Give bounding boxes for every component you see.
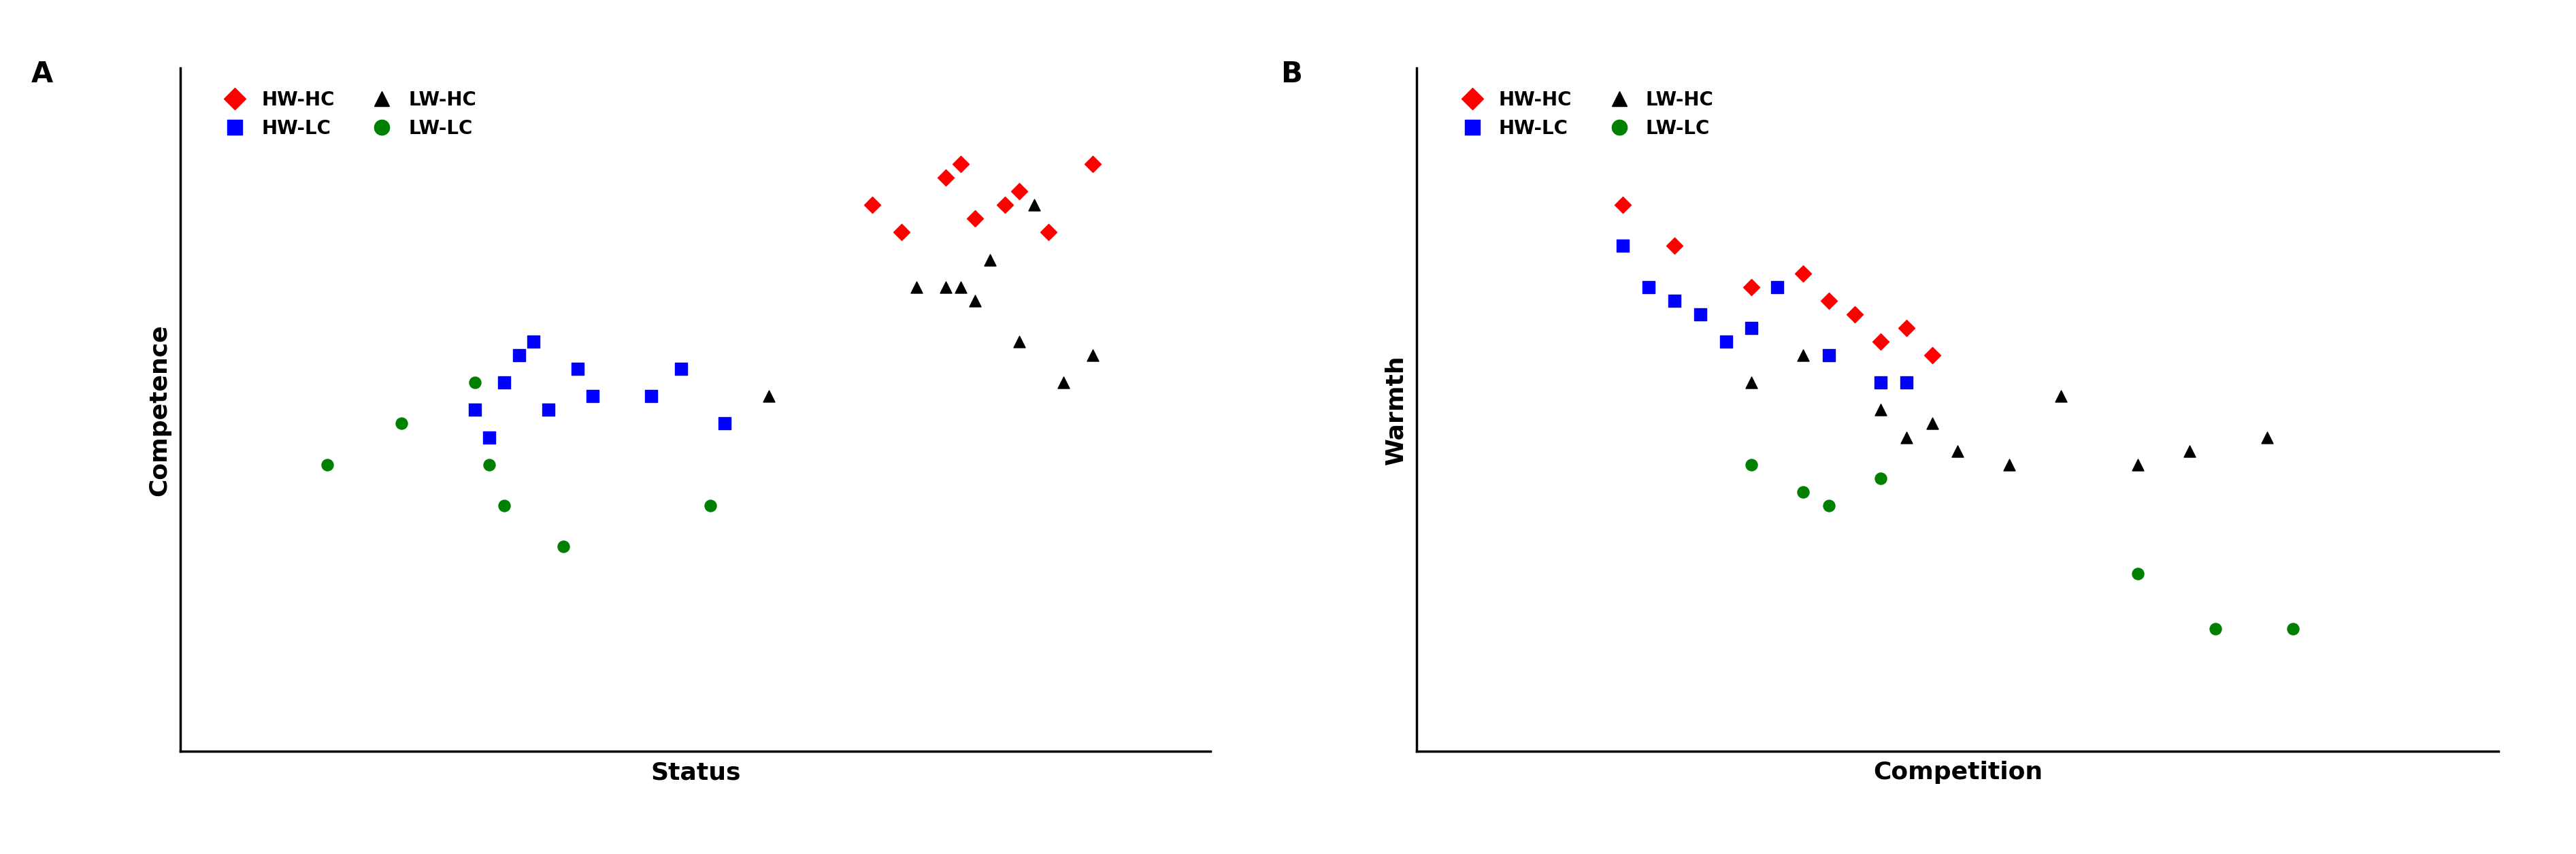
Point: [2195, 622, 2236, 635]
Point: [307, 458, 348, 471]
Point: [896, 280, 938, 294]
Point: [940, 280, 981, 294]
Point: [453, 403, 495, 417]
Point: [1860, 376, 1901, 389]
Point: [1705, 335, 1747, 348]
Point: [1731, 376, 1772, 389]
Point: [1937, 444, 1978, 458]
Point: [1911, 348, 1953, 362]
Point: [2246, 430, 2287, 444]
Point: [2169, 444, 2210, 458]
Y-axis label: Warmth: Warmth: [1383, 355, 1406, 465]
Point: [2117, 458, 2159, 471]
Point: [690, 499, 732, 512]
Point: [2117, 567, 2159, 581]
Point: [984, 198, 1025, 212]
Point: [2040, 389, 2081, 403]
Point: [956, 212, 997, 225]
Point: [497, 348, 538, 362]
Point: [544, 540, 585, 553]
Point: [484, 376, 526, 389]
Point: [1757, 280, 1798, 294]
Y-axis label: Competence: Competence: [147, 324, 170, 496]
Point: [1834, 307, 1875, 321]
Point: [1911, 417, 1953, 430]
Point: [1808, 348, 1850, 362]
Point: [659, 362, 701, 376]
Point: [1731, 280, 1772, 294]
Point: [484, 499, 526, 512]
Point: [2272, 622, 2313, 635]
Point: [381, 417, 422, 430]
Point: [1886, 430, 1927, 444]
Point: [1989, 458, 2030, 471]
X-axis label: Status: Status: [652, 761, 739, 784]
Text: A: A: [31, 60, 54, 88]
Point: [999, 335, 1041, 348]
Point: [453, 376, 495, 389]
Point: [703, 417, 744, 430]
Point: [572, 389, 613, 403]
Point: [940, 157, 981, 171]
Legend: HW-HC, HW-LC, LW-HC, LW-LC: HW-HC, HW-LC, LW-HC, LW-LC: [1448, 85, 1718, 143]
Point: [556, 362, 598, 376]
Point: [1012, 198, 1054, 212]
Point: [750, 389, 791, 403]
Point: [1654, 294, 1695, 307]
Point: [1602, 239, 1643, 253]
Point: [969, 253, 1010, 266]
X-axis label: Competition: Competition: [1873, 761, 2043, 784]
Point: [1860, 335, 1901, 348]
Point: [469, 430, 510, 444]
Point: [1783, 348, 1824, 362]
Point: [1731, 458, 1772, 471]
Point: [925, 171, 966, 184]
Point: [1860, 403, 1901, 417]
Legend: HW-HC, HW-LC, LW-HC, LW-LC: HW-HC, HW-LC, LW-HC, LW-LC: [211, 85, 482, 143]
Point: [1783, 266, 1824, 280]
Point: [1628, 280, 1669, 294]
Point: [469, 458, 510, 471]
Point: [853, 198, 894, 212]
Point: [1072, 157, 1113, 171]
Point: [1654, 239, 1695, 253]
Point: [925, 280, 966, 294]
Point: [1808, 294, 1850, 307]
Point: [631, 389, 672, 403]
Point: [1886, 321, 1927, 335]
Point: [1043, 376, 1084, 389]
Point: [1028, 225, 1069, 239]
Point: [1860, 471, 1901, 485]
Point: [513, 335, 554, 348]
Text: B: B: [1280, 60, 1301, 88]
Point: [1602, 198, 1643, 212]
Point: [1783, 485, 1824, 499]
Point: [1808, 499, 1850, 512]
Point: [1680, 307, 1721, 321]
Point: [1731, 321, 1772, 335]
Point: [528, 403, 569, 417]
Point: [1072, 348, 1113, 362]
Point: [956, 294, 997, 307]
Point: [1886, 376, 1927, 389]
Point: [999, 184, 1041, 198]
Point: [881, 225, 922, 239]
